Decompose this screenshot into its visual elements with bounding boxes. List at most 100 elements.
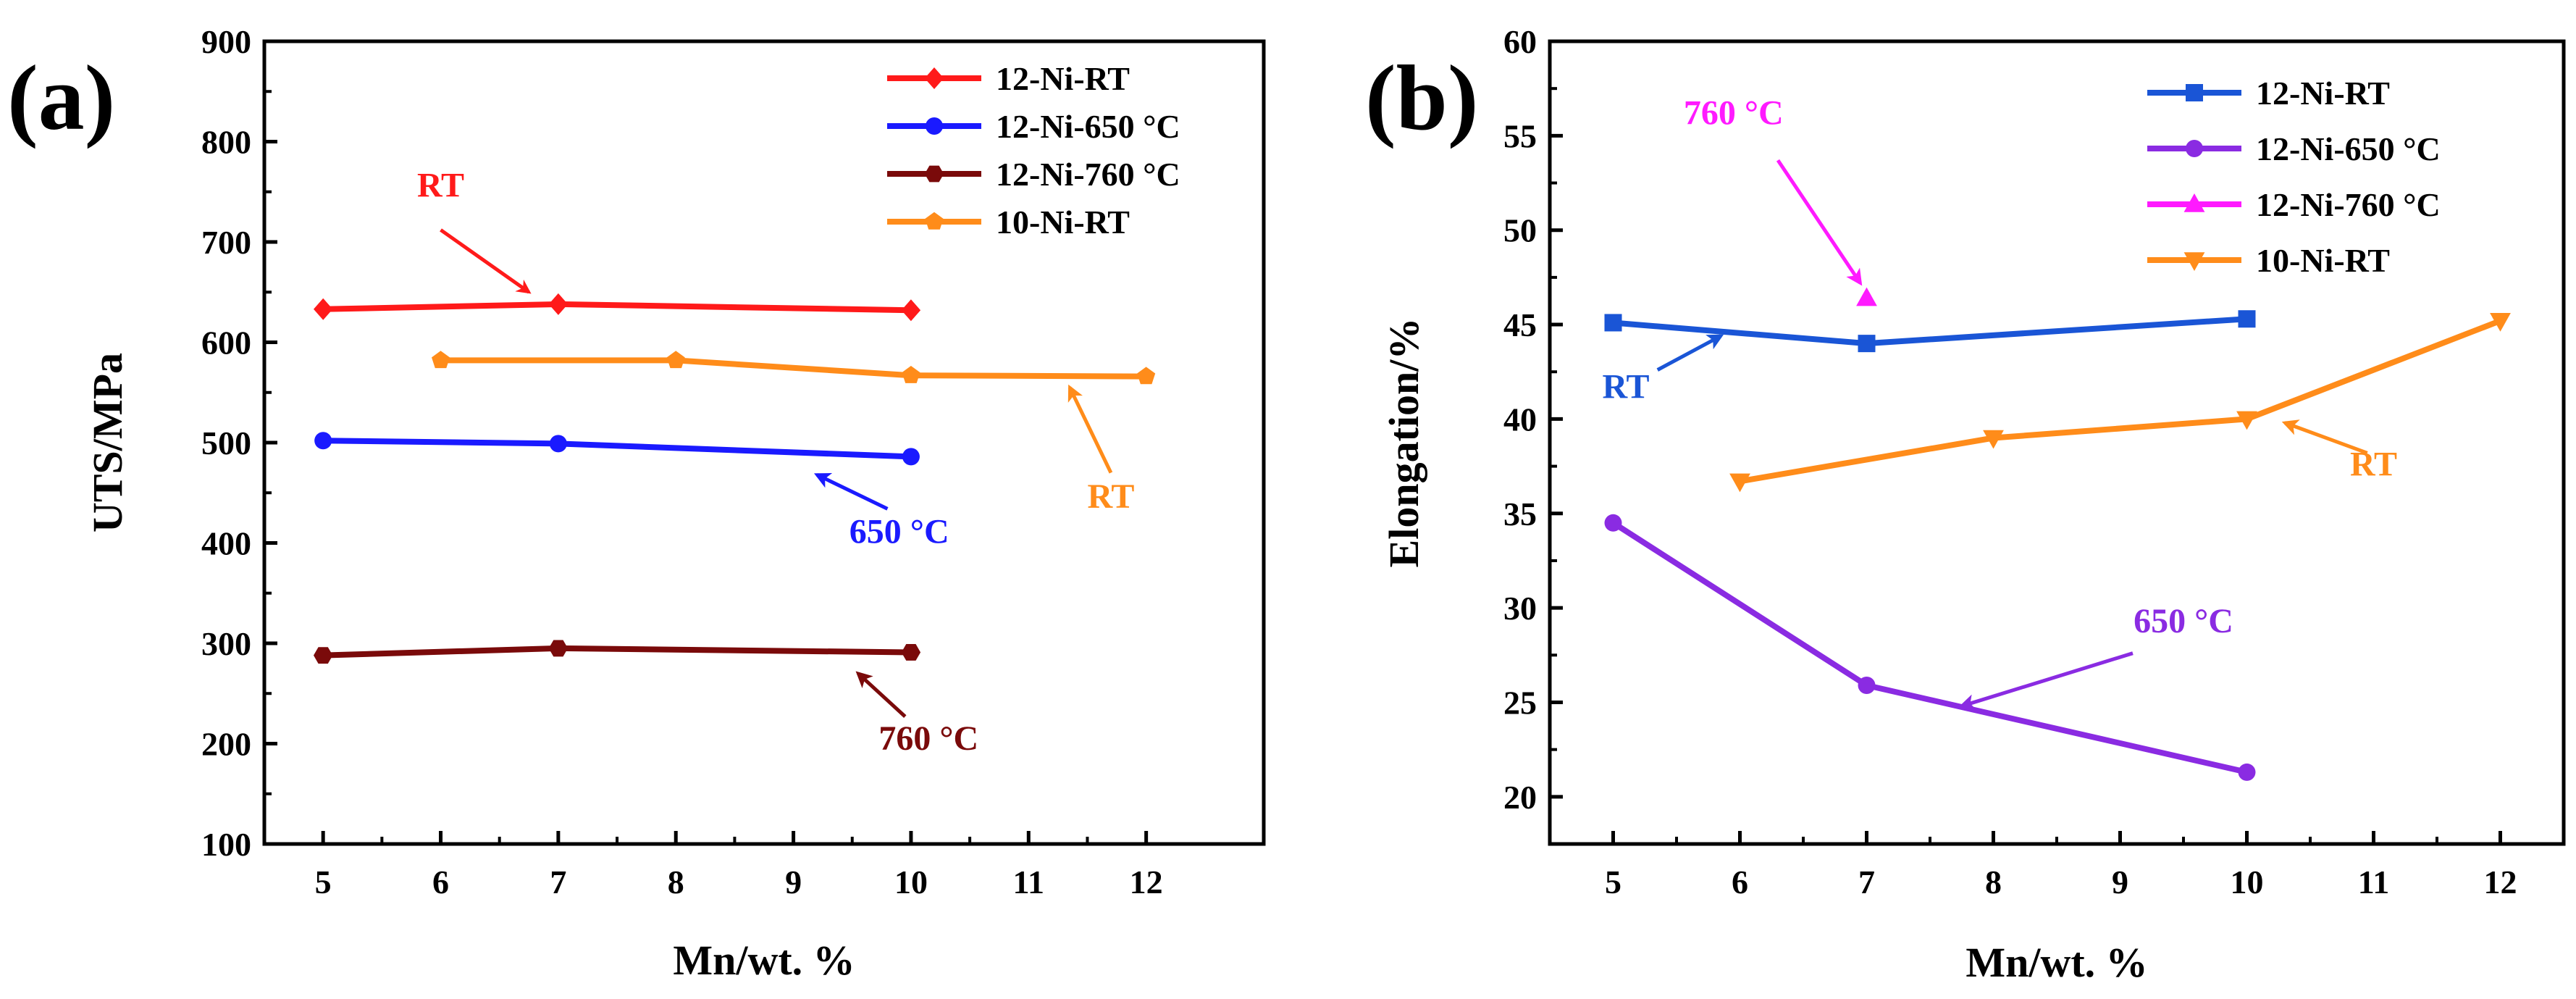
data-point xyxy=(1729,473,1750,493)
annotation-label: RT xyxy=(417,167,464,205)
series-line xyxy=(1613,316,2247,347)
y-tick-label: 25 xyxy=(1503,684,1537,721)
x-tick-label: 5 xyxy=(315,864,332,900)
legend-entry-12-ni-rt: 12-Ni-RT xyxy=(887,60,1130,97)
data-point xyxy=(1856,287,1877,306)
annotation-label: RT xyxy=(1087,477,1134,516)
data-point xyxy=(432,351,450,369)
series-12-ni-rt xyxy=(314,293,921,322)
annotation-label: 650 °C xyxy=(2134,602,2233,640)
annotation-arrow xyxy=(1656,334,1724,372)
data-point xyxy=(1604,314,1622,332)
annotation-760-c: 760 °C xyxy=(855,671,978,758)
series-line xyxy=(323,301,911,314)
y-tick-label: 40 xyxy=(1503,401,1537,438)
series-12-ni-rt xyxy=(1604,310,2256,353)
y-tick-label: 35 xyxy=(1503,496,1537,532)
legend-entry-12-ni-rt: 12-Ni-RT xyxy=(2147,75,2390,112)
annotation-label: RT xyxy=(1603,368,1650,406)
y-tick-label: 45 xyxy=(1503,306,1537,343)
data-point xyxy=(2236,411,2257,430)
panel-label: (a) xyxy=(7,46,115,149)
series-12-ni-760-c xyxy=(314,640,921,664)
x-tick-label: 12 xyxy=(1130,864,1163,900)
x-tick-label: 6 xyxy=(1732,864,1748,900)
legend-marker xyxy=(2183,193,2205,212)
x-tick-label: 10 xyxy=(2231,864,2264,900)
series-10-ni-rt xyxy=(432,351,1156,385)
data-point xyxy=(549,435,567,453)
y-tick-label: 55 xyxy=(1503,117,1537,154)
legend-label: 10-Ni-RT xyxy=(2256,242,2390,279)
y-tick-label: 400 xyxy=(201,525,251,562)
y-tick-label: 800 xyxy=(201,124,251,161)
data-point xyxy=(666,351,685,369)
x-tick-label: 11 xyxy=(2358,864,2389,900)
data-point xyxy=(1983,430,2004,449)
data-point xyxy=(901,644,921,661)
data-point xyxy=(901,299,921,322)
legend-marker xyxy=(2186,140,2203,157)
legend: 12-Ni-RT 12-Ni-650 °C 12-Ni-760 °C 10-Ni-RT xyxy=(887,60,1180,241)
x-tick-label: 10 xyxy=(894,864,928,900)
legend-marker xyxy=(924,67,944,89)
y-tick-label: 900 xyxy=(201,23,251,60)
data-point xyxy=(902,366,920,383)
annotation-arrow xyxy=(2281,419,2368,455)
legend-entry-12-ni-650-c: 12-Ni-650 °C xyxy=(887,108,1180,145)
x-tick-label: 8 xyxy=(1985,864,2002,900)
legend-marker xyxy=(924,165,944,183)
x-tick-label: 5 xyxy=(1605,864,1621,900)
y-tick-label: 60 xyxy=(1503,23,1537,60)
annotation-arrow xyxy=(1958,651,2134,711)
annotation-arrow xyxy=(1067,384,1113,474)
y-tick-label: 500 xyxy=(201,425,251,461)
data-point xyxy=(2238,763,2256,781)
annotation-label: 650 °C xyxy=(849,513,949,551)
annotation-label: 760 °C xyxy=(878,719,978,758)
series-line xyxy=(1739,318,2501,485)
panel-a-uts-chart: 5 6 7 8 9 10 11 12 100 200 300 400 500 600 700 800 900 Mn… xyxy=(7,23,1266,984)
annotation-arrow xyxy=(814,473,889,511)
annotation-label: RT xyxy=(2350,446,2397,484)
annotation-label: 760 °C xyxy=(1684,94,1784,133)
series-line xyxy=(323,645,911,659)
y-tick-label: 300 xyxy=(201,625,251,662)
panel-label: (b) xyxy=(1365,46,1478,149)
legend-entry-12-ni-760-c: 12-Ni-760 °C xyxy=(2147,186,2441,223)
data-point xyxy=(2238,310,2256,328)
series-line xyxy=(323,438,912,460)
legend-label: 12-Ni-760 °C xyxy=(996,156,1180,193)
x-tick-label: 12 xyxy=(2484,864,2517,900)
data-point xyxy=(1858,677,1876,695)
annotation-rt: RT xyxy=(2281,419,2397,484)
annotation-arrow xyxy=(440,228,532,294)
annotation-rt: RT xyxy=(417,167,532,294)
y-tick-label: 20 xyxy=(1503,779,1537,816)
x-tick-label: 9 xyxy=(785,864,802,900)
data-point xyxy=(314,432,332,450)
x-axis-label: Mn/wt. % xyxy=(1965,939,2147,986)
data-point xyxy=(548,640,569,657)
data-point xyxy=(2490,313,2511,332)
annotation-arrow xyxy=(1776,159,1863,286)
legend-label: 10-Ni-RT xyxy=(996,204,1130,241)
data-point xyxy=(314,647,333,664)
legend-marker xyxy=(2183,252,2205,271)
legend-marker xyxy=(926,117,943,135)
y-tick-label: 100 xyxy=(201,826,251,863)
data-point xyxy=(1858,335,1876,353)
x-tick-label: 11 xyxy=(1013,864,1044,900)
series-12-ni-650-c xyxy=(1604,514,2256,781)
legend-entry-10-ni-rt: 10-Ni-RT xyxy=(887,204,1130,241)
data-point xyxy=(902,448,920,466)
y-axis-label: Elongation/% xyxy=(1380,318,1427,568)
data-point xyxy=(1604,514,1622,532)
data-point xyxy=(1137,367,1156,385)
series-10-ni-rt xyxy=(1729,313,2511,493)
panel-b-elongation-chart: 5 6 7 8 9 10 11 12 20 25 30 35 40 45 50 55 60 Mn/wt. % Elo… xyxy=(1365,23,2566,986)
x-tick-label: 9 xyxy=(2112,864,2128,900)
annotation-rt: RT xyxy=(1067,384,1134,516)
y-tick-label: 30 xyxy=(1503,590,1537,627)
y-axis-label: UTS/MPa xyxy=(84,353,131,532)
